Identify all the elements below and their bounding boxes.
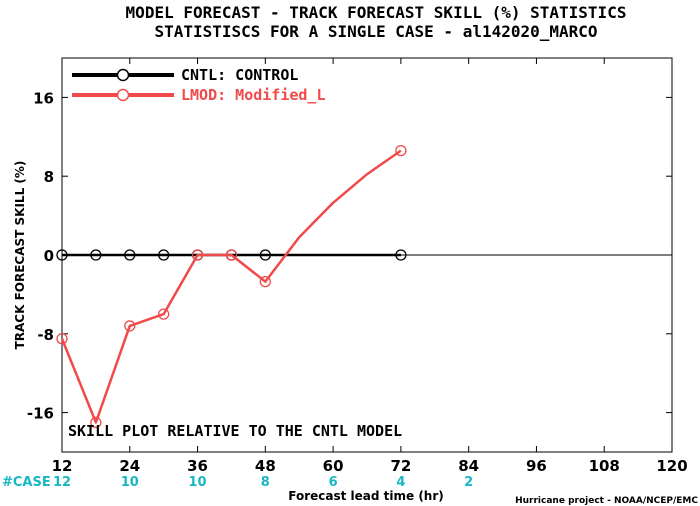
- case-count: 6: [329, 475, 338, 490]
- legend-marker-0: [116, 68, 130, 82]
- x-tick-label: 108: [589, 457, 620, 475]
- x-axis-label: Forecast lead time (hr): [288, 489, 444, 503]
- y-axis: -16 -8 0 8 16: [27, 89, 672, 423]
- data-point-0: [124, 249, 136, 261]
- legend-label-1: LMOD: Modified_L: [181, 86, 326, 104]
- data-point-1: [158, 308, 170, 320]
- chart-title-line-1: MODEL FORECAST - TRACK FORECAST SKILL (%…: [126, 3, 627, 22]
- case-count: 10: [121, 475, 139, 490]
- x-tick-label: 84: [458, 457, 479, 475]
- chart-title-line-2: STATISTISCS FOR A SINGLE CASE - al142020…: [154, 22, 597, 41]
- x-axis: 12 24 36 48 60 72 84 96 108 120: [52, 58, 688, 475]
- legend-label-0: CNTL: CONTROL: [181, 66, 298, 84]
- legend-marker-1: [116, 88, 130, 102]
- data-point-0: [395, 249, 407, 261]
- case-count: 10: [189, 475, 207, 490]
- case-count: 4: [396, 475, 405, 490]
- x-tick-label: 24: [119, 457, 140, 475]
- x-tick-label: 96: [526, 457, 547, 475]
- y-tick-label: -8: [37, 326, 54, 344]
- x-tick-label: 12: [52, 457, 73, 475]
- credit-text: Hurricane project - NOAA/NCEP/EMC: [515, 496, 698, 506]
- x-tick-label: 120: [656, 457, 687, 475]
- case-counts: 12 10 10 8 6 4 2: [53, 475, 473, 490]
- data-point-1: [225, 249, 238, 261]
- data-point-1: [259, 275, 271, 288]
- series-line-1: [60, 149, 402, 424]
- y-tick-label: 16: [33, 89, 54, 107]
- x-tick-label: 60: [323, 457, 344, 475]
- case-count: 12: [53, 475, 71, 490]
- data-point-0: [259, 249, 271, 261]
- y-axis-label: TRACK FORECAST SKILL (%): [13, 161, 27, 350]
- data-point-1: [124, 320, 136, 332]
- data-point-0: [90, 249, 102, 261]
- x-tick-label: 36: [187, 457, 208, 475]
- data-point-1: [56, 333, 68, 345]
- y-tick-label: -16: [27, 405, 54, 423]
- case-count: 8: [261, 475, 270, 490]
- legend: CNTL: CONTROL LMOD: Modified_L: [72, 66, 326, 104]
- case-count: 2: [464, 475, 473, 490]
- data-point-1: [90, 416, 102, 429]
- data-point-0: [56, 249, 68, 261]
- y-tick-label: 8: [44, 168, 54, 186]
- case-count-label: #CASE: [2, 475, 51, 490]
- skill-annotation: SKILL PLOT RELATIVE TO THE CNTL MODEL: [68, 422, 402, 440]
- y-tick-label: 0: [44, 247, 54, 265]
- data-point-1: [191, 249, 204, 261]
- data-point-1: [395, 144, 407, 157]
- x-tick-label: 72: [390, 457, 411, 475]
- data-point-0: [158, 249, 170, 261]
- series-layer: [56, 144, 407, 429]
- x-tick-label: 48: [255, 457, 276, 475]
